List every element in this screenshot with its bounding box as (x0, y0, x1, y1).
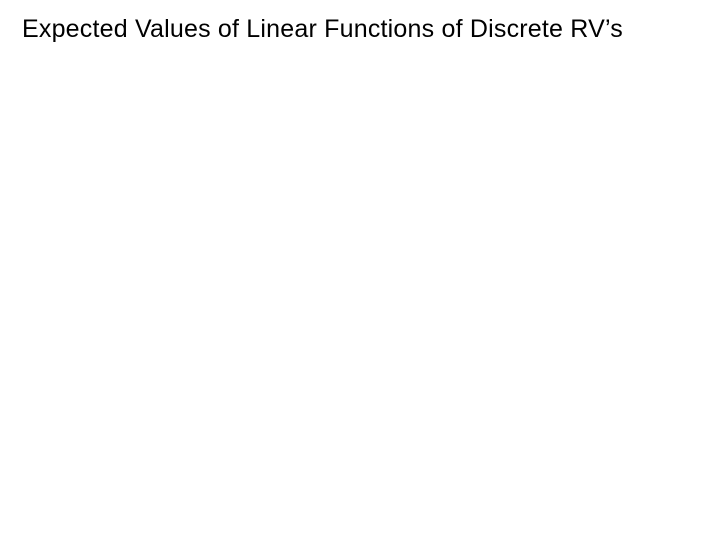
slide-title: Expected Values of Linear Functions of D… (22, 14, 698, 44)
slide-container: Expected Values of Linear Functions of D… (0, 0, 720, 540)
